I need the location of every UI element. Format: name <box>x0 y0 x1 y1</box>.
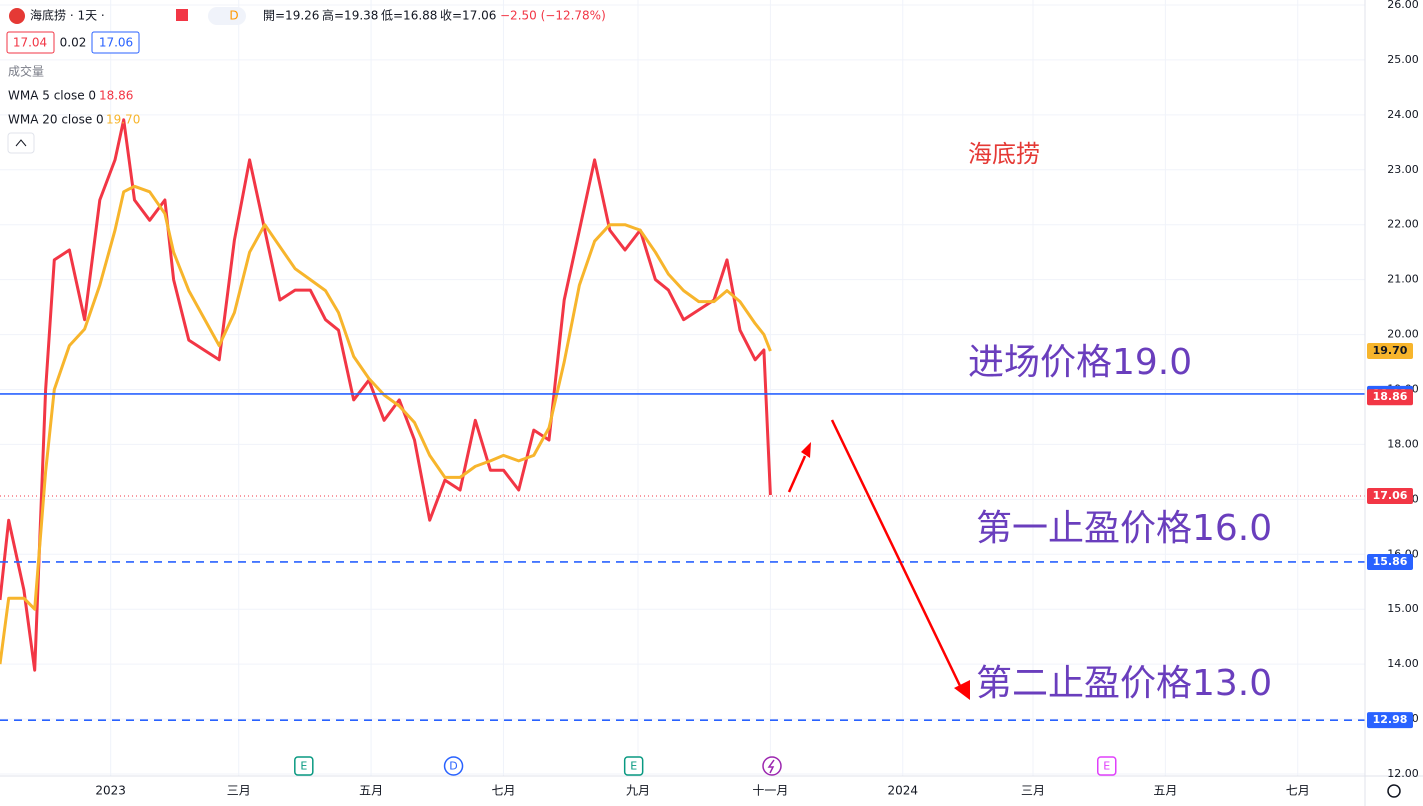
event-label: D <box>449 760 457 773</box>
price-tag-label: 18.86 <box>1373 390 1408 403</box>
bid: 17.04 <box>13 36 47 50</box>
price-tag <box>1367 343 1413 360</box>
annotation-title: 海底捞 <box>968 140 1040 168</box>
ohlc-high: 高=19.38 <box>322 8 378 23</box>
symbol: 海底捞 · 1天 · <box>30 8 105 23</box>
y-tick-label: 12.00 <box>1387 767 1419 780</box>
series-line <box>0 184 772 665</box>
x-tick-label: 七月 <box>491 784 515 798</box>
x-tick-label: 三月 <box>227 784 251 798</box>
x-tick-label: 七月 <box>1286 784 1310 798</box>
interval-badge: D <box>229 9 238 23</box>
event-marker <box>1097 756 1117 776</box>
y-tick-label: 24.00 <box>1387 108 1419 121</box>
arrow-down-head <box>954 680 970 700</box>
symbol-logo <box>9 8 25 24</box>
x-tick-label: 九月 <box>626 784 650 798</box>
annotation-entry: 进场价格19.0 <box>968 342 1192 383</box>
y-tick-label: 21.00 <box>1387 273 1419 286</box>
ask: 17.06 <box>99 36 133 50</box>
price-tag-label: 19.70 <box>1373 344 1408 357</box>
y-tick-label: 23.00 <box>1387 163 1419 176</box>
event-label: E <box>300 760 307 773</box>
badge <box>208 7 246 25</box>
price-tag-label: 12.98 <box>1373 713 1408 726</box>
event-marker <box>623 756 644 776</box>
y-tick-label: 15.00 <box>1387 602 1419 615</box>
price-tag-label: 15.86 <box>1373 555 1408 568</box>
settings-icon <box>1387 784 1401 798</box>
ohlc-change: −2.50 (−12.78%) <box>500 9 606 23</box>
wma20-label: WMA 20 close 0 <box>8 113 104 127</box>
y-tick-label: 22.00 <box>1387 218 1419 231</box>
x-tick-label: 五月 <box>359 784 383 798</box>
spread: 0.02 <box>60 36 87 50</box>
arrow-up-head <box>801 442 811 458</box>
event-label: E <box>1103 760 1110 773</box>
price-tag <box>1367 712 1413 729</box>
price-tag <box>1367 389 1413 406</box>
annotation-tp1: 第一止盈价格16.0 <box>976 508 1272 549</box>
plot <box>0 118 1365 721</box>
event-label: E <box>630 760 637 773</box>
annotation-tp2: 第二止盈价格13.0 <box>976 663 1272 704</box>
price-tag <box>1367 553 1413 570</box>
ohlc-open: 開=19.26 <box>263 9 319 23</box>
y-tick-label: 25.00 <box>1387 53 1419 66</box>
wma5-label: WMA 5 close 0 <box>8 89 96 103</box>
y-tick-label: 18.00 <box>1387 437 1419 450</box>
x-tick-label: 十一月 <box>752 784 788 798</box>
dividend-bolt <box>767 759 775 774</box>
wma5-value: 18.86 <box>99 89 133 103</box>
collapse-button[interactable] <box>7 132 35 154</box>
series-line <box>0 118 772 672</box>
grid <box>0 0 1365 776</box>
y-tick-label: 26.00 <box>1387 0 1419 11</box>
volume-label: 成交量 <box>8 64 44 79</box>
y-tick-label: 14.00 <box>1387 657 1419 670</box>
collapse-icon <box>15 139 27 147</box>
ask-box[interactable] <box>91 31 140 54</box>
x-tick-label: 2024 <box>887 784 918 798</box>
x-tick-label: 五月 <box>1153 784 1177 798</box>
ohlc-low: 低=16.88 <box>381 9 437 23</box>
price-tag <box>1367 488 1413 505</box>
bid-box[interactable] <box>6 31 55 54</box>
flag-icon[interactable] <box>176 9 188 21</box>
y-tick-label: 20.00 <box>1387 328 1419 341</box>
wma20-value: 19.70 <box>106 113 140 127</box>
x-tick-label: 2023 <box>95 784 126 798</box>
event-marker <box>294 756 314 776</box>
arrow-down <box>830 419 964 691</box>
dividend-icon[interactable] <box>762 756 782 776</box>
event-marker <box>443 756 464 776</box>
price-tag-label: 17.06 <box>1373 489 1408 502</box>
arrow-up <box>787 455 807 493</box>
settings-button[interactable] <box>1374 780 1414 802</box>
x-tick-label: 三月 <box>1021 784 1045 798</box>
ohlc-close: 收=17.06 <box>440 9 496 23</box>
